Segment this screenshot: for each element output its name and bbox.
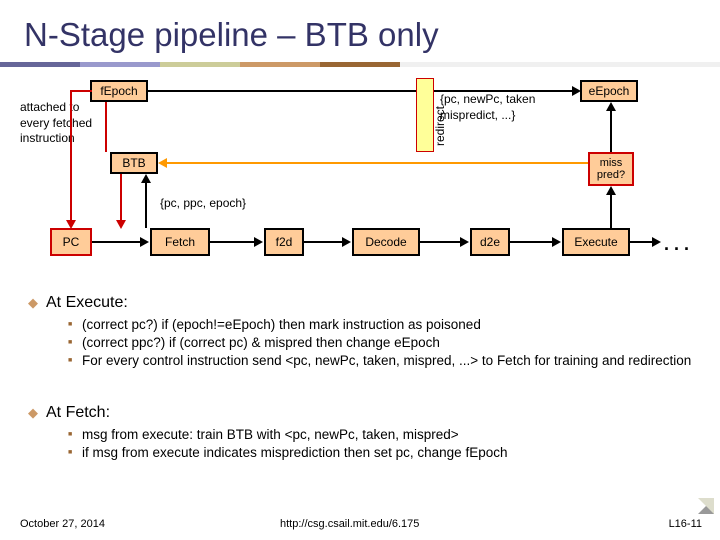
arrow-d2e-execute bbox=[510, 241, 554, 243]
arrowhead-icon bbox=[141, 174, 151, 183]
arrowhead-icon bbox=[552, 237, 561, 247]
execute-item: (correct pc?) if (epoch!=eEpoch) then ma… bbox=[68, 316, 698, 334]
note-pc-ppc: {pc, ppc, epoch} bbox=[160, 196, 246, 212]
d2e-box: d2e bbox=[470, 228, 510, 256]
corner-fold-top bbox=[698, 498, 714, 514]
line-fepoch-redirect bbox=[148, 90, 416, 92]
redirect-channel bbox=[416, 78, 434, 152]
arrowhead-icon bbox=[66, 220, 76, 229]
footer-url: http://csg.csail.mit.edu/6.175 bbox=[280, 518, 419, 530]
arrow-btb-down-red bbox=[120, 174, 122, 222]
btb-box: BTB bbox=[110, 152, 158, 174]
ellipsis-more-stages: . . . bbox=[664, 234, 689, 255]
execute-box: Execute bbox=[562, 228, 630, 256]
execute-item: (correct ppc?) if (correct pc) & mispred… bbox=[68, 334, 698, 352]
arrow-red-pc-down bbox=[70, 90, 72, 222]
arrowhead-icon bbox=[342, 237, 351, 247]
arrowhead-icon bbox=[572, 86, 581, 96]
arrow-misspred-eepoch bbox=[610, 110, 612, 152]
eepoch-box: eEpoch bbox=[580, 80, 638, 102]
arrowhead-icon bbox=[606, 102, 616, 111]
page-title: N-Stage pipeline – BTB only bbox=[24, 16, 439, 54]
at-execute-section: At Execute: (correct pc?) if (epoch!=eEp… bbox=[28, 294, 698, 371]
footer-slide: L16-11 bbox=[669, 518, 702, 530]
at-fetch-heading: At Fetch: bbox=[28, 404, 698, 422]
arrowhead-icon bbox=[460, 237, 469, 247]
arrow-red-pc-top bbox=[70, 90, 92, 92]
fetch-box: Fetch bbox=[150, 228, 210, 256]
arrowhead-icon bbox=[140, 237, 149, 247]
at-fetch-section: At Fetch: msg from execute: train BTB wi… bbox=[28, 404, 698, 462]
misspred-box: miss pred? bbox=[588, 152, 634, 186]
arrow-decode-d2e bbox=[420, 241, 462, 243]
at-execute-heading: At Execute: bbox=[28, 294, 698, 312]
arrow-execute-next bbox=[630, 241, 654, 243]
arrowhead-icon bbox=[652, 237, 661, 247]
decode-box: Decode bbox=[352, 228, 420, 256]
footer-date: October 27, 2014 bbox=[20, 518, 105, 530]
arrow-fetch-btb-up bbox=[145, 180, 147, 228]
arrowhead-icon bbox=[116, 220, 126, 229]
pc-box: PC bbox=[50, 228, 92, 256]
note-attached: attached to every fetched instruction bbox=[20, 100, 92, 147]
arrow-execute-misspred bbox=[610, 194, 612, 228]
line-redirect-eepoch bbox=[434, 90, 574, 92]
note-redirect-payload: {pc, newPc, taken mispredict, ...} bbox=[440, 92, 535, 123]
arrow-fetch-f2d bbox=[210, 241, 256, 243]
arrowhead-icon bbox=[158, 158, 167, 168]
arrowhead-icon bbox=[606, 186, 616, 195]
arrow-fepoch-down bbox=[105, 102, 107, 152]
title-underline bbox=[0, 62, 720, 67]
fepoch-box: fEpoch bbox=[90, 80, 148, 102]
execute-item: For every control instruction send <pc, … bbox=[68, 352, 698, 370]
f2d-box: f2d bbox=[264, 228, 304, 256]
arrow-misspred-btb bbox=[166, 162, 588, 164]
arrow-f2d-decode bbox=[304, 241, 344, 243]
fetch-item: if msg from execute indicates mispredict… bbox=[68, 444, 698, 462]
arrow-pc-fetch bbox=[92, 241, 142, 243]
arrowhead-icon bbox=[254, 237, 263, 247]
fetch-item: msg from execute: train BTB with <pc, ne… bbox=[68, 426, 698, 444]
